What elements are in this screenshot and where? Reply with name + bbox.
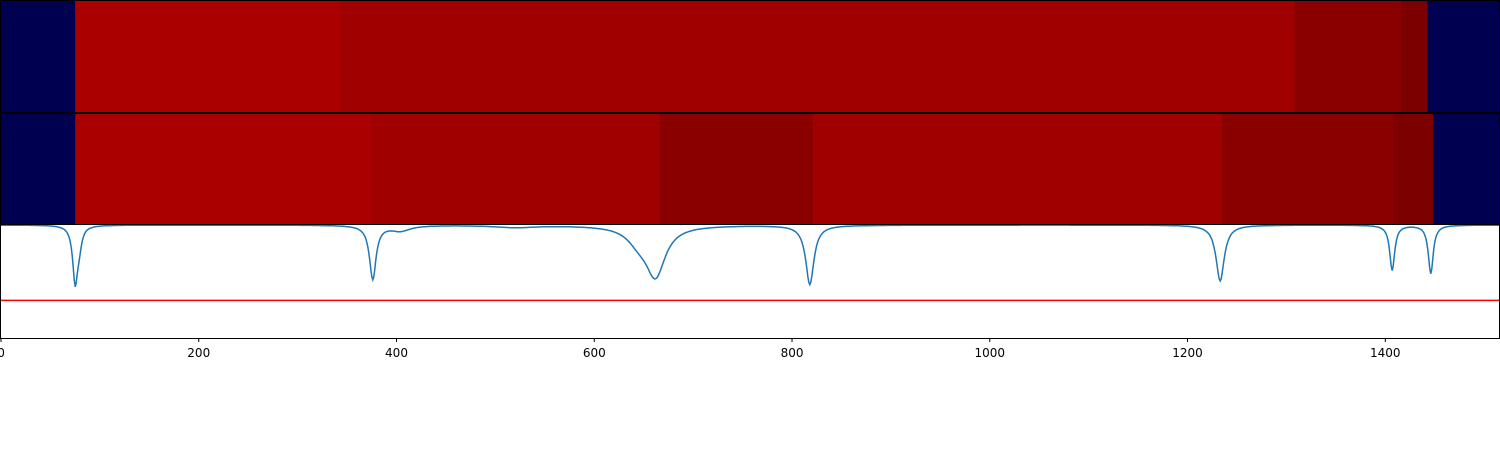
x-tick-label: 0 xyxy=(0,346,5,360)
heatmap-cell xyxy=(1294,1,1402,112)
heatmap-panel-top xyxy=(0,0,1500,113)
heatmap-cell xyxy=(1222,114,1394,225)
heatmap-cell xyxy=(370,114,661,225)
x-tick-label: 1000 xyxy=(975,346,1006,360)
x-tick-label: 600 xyxy=(583,346,606,360)
x-tick-label: 1200 xyxy=(1172,346,1203,360)
heatmap-panel-middle xyxy=(0,113,1500,226)
heatmap-cell xyxy=(75,1,341,112)
heatmap-cell xyxy=(659,114,814,225)
line-panel-bottom xyxy=(0,224,1500,339)
heatmap-cell xyxy=(1393,114,1434,225)
x-tick-label: 200 xyxy=(187,346,210,360)
signal-line xyxy=(1,224,1499,287)
x-axis: 0 200 400 600 800 1000 1200 1400 xyxy=(0,338,1401,360)
heatmap-cell xyxy=(75,114,372,225)
line-panel-background xyxy=(1,225,1499,338)
x-tick-label: 1400 xyxy=(1370,346,1401,360)
x-tick-label: 400 xyxy=(385,346,408,360)
x-tick-label: 800 xyxy=(781,346,804,360)
heatmap-cell xyxy=(812,114,1223,225)
heatmap-cell xyxy=(340,1,1295,112)
heatmap-cell xyxy=(1401,1,1428,112)
